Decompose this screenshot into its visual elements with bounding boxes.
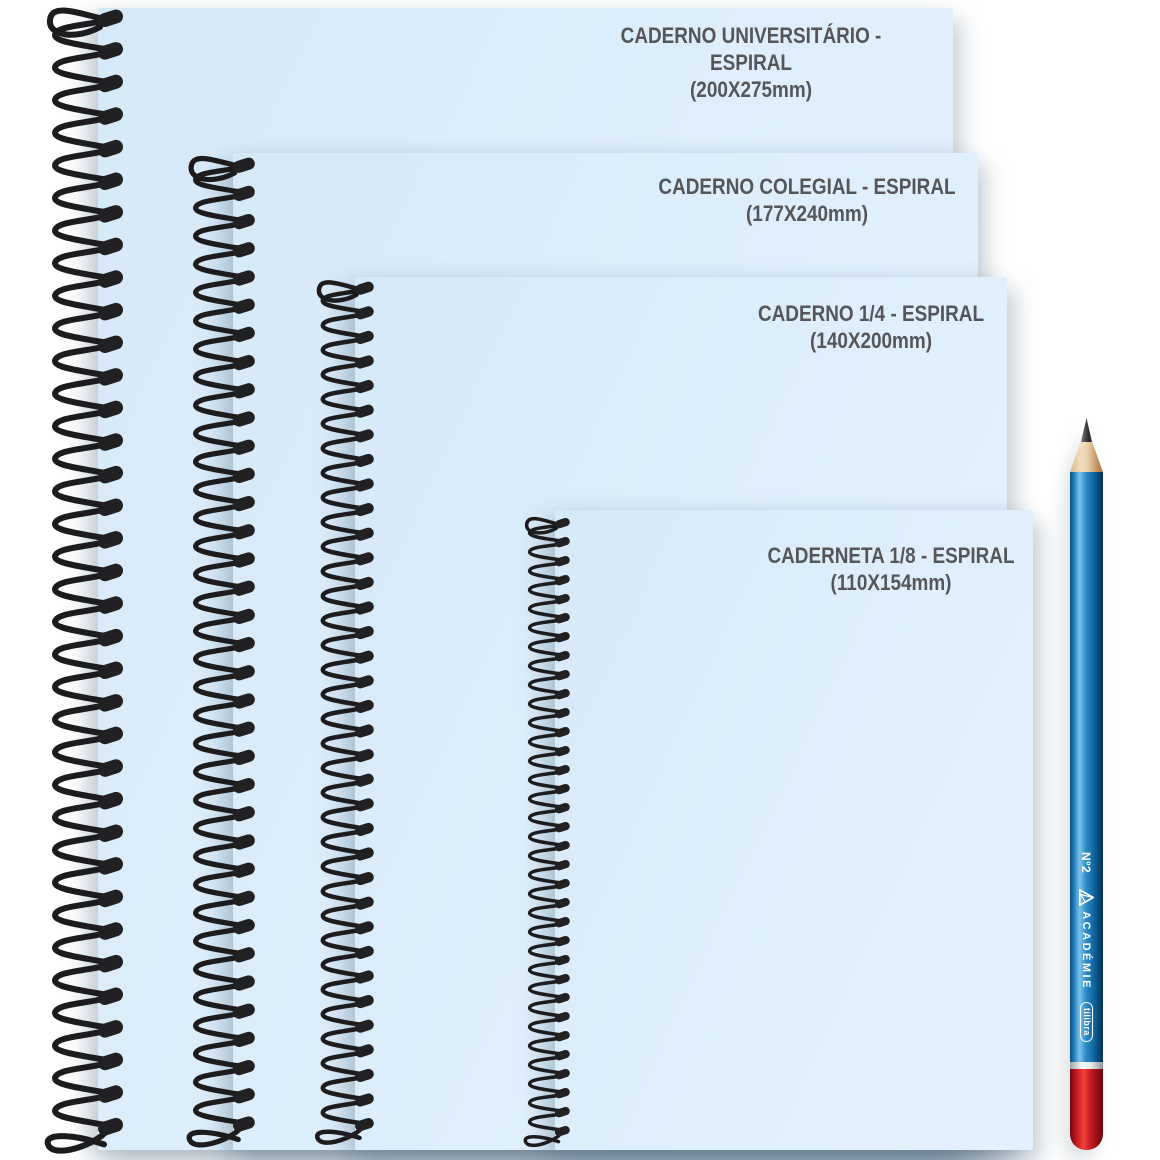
pencil-brand-label: ACADÉMIE xyxy=(1080,911,1093,990)
label-quarter-size: (140X200mm) xyxy=(809,328,933,353)
academie-triangle-logo-icon xyxy=(1079,889,1094,907)
label-quarter: CADERNO 1/4 - ESPIRAL (140X200mm) xyxy=(708,300,1035,354)
label-eighth-name: CADERNETA 1/8 - ESPIRAL xyxy=(767,543,1015,568)
pencil-maker-badge: tilibra xyxy=(1080,1001,1093,1042)
label-eighth-size: (110X154mm) xyxy=(830,570,952,595)
label-universitario-size: (200X275mm) xyxy=(689,77,813,102)
label-quarter-name: CADERNO 1/4 - ESPIRAL xyxy=(757,301,985,326)
pencil-grade-label: Nº2 xyxy=(1079,852,1094,874)
label-colegial-name: CADERNO COLEGIAL - ESPIRAL xyxy=(658,174,956,199)
pencil: Nº2 ACADÉMIE tilibra xyxy=(1070,418,1103,1150)
pencil-wood-cone xyxy=(1070,442,1103,472)
pencil-red-end xyxy=(1070,1069,1103,1150)
label-eighth: CADERNETA 1/8 - ESPIRAL (110X154mm) xyxy=(728,542,1055,596)
label-universitario-name: CADERNO UNIVERSITÁRIO - ESPIRAL xyxy=(620,23,882,75)
pencil-print-row: Nº2 ACADÉMIE tilibra xyxy=(1070,852,1103,1062)
pencil-paint-band xyxy=(1070,1062,1103,1069)
label-colegial: CADERNO COLEGIAL - ESPIRAL (177X240mm) xyxy=(644,173,971,227)
notebook-eighth xyxy=(555,510,1033,1150)
label-colegial-size: (177X240mm) xyxy=(745,201,869,226)
pencil-body: Nº2 ACADÉMIE tilibra xyxy=(1070,472,1103,1062)
label-universitario: CADERNO UNIVERSITÁRIO - ESPIRAL (200X275… xyxy=(588,22,915,103)
pencil-print: Nº2 ACADÉMIE tilibra xyxy=(1070,852,1103,1062)
pencil-graphite-tip xyxy=(1081,418,1092,442)
